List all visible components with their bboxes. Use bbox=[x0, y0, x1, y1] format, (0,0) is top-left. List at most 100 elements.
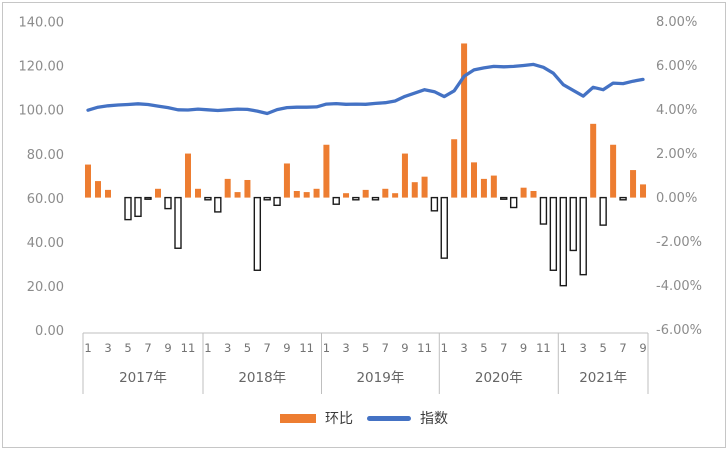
month-tick-label: 3 bbox=[342, 341, 349, 355]
bar-negative bbox=[332, 196, 340, 205]
left-axis-tick-label: 120.00 bbox=[19, 60, 65, 75]
bar-positive bbox=[293, 190, 300, 198]
bar-negative bbox=[539, 196, 548, 225]
right-axis-tick-label: 6.00% bbox=[656, 59, 697, 74]
legend-item-line: 指数 bbox=[367, 408, 448, 428]
legend-item-bar: 环比 bbox=[280, 408, 353, 428]
bar-negative bbox=[509, 196, 518, 209]
month-tick-label: 11 bbox=[181, 341, 196, 355]
bar-positive bbox=[95, 181, 101, 198]
bar-positive bbox=[244, 179, 251, 198]
bar-negative bbox=[164, 196, 172, 210]
bar-negative bbox=[174, 196, 182, 249]
bar-series-swatch bbox=[280, 413, 316, 423]
month-tick-label: 9 bbox=[401, 341, 408, 355]
bar-positive bbox=[234, 192, 241, 198]
right-axis-tick-label: -4.00% bbox=[656, 279, 702, 294]
year-label: 2021年 bbox=[579, 370, 627, 386]
bar-positive bbox=[630, 170, 637, 198]
bar-positive bbox=[530, 190, 537, 198]
month-tick-label: 9 bbox=[164, 341, 171, 355]
right-axis-tick-label: -6.00% bbox=[656, 323, 702, 338]
month-tick-label: 11 bbox=[417, 341, 432, 355]
bar-negative bbox=[371, 196, 380, 201]
bar-positive bbox=[392, 193, 399, 198]
year-label: 2017年 bbox=[119, 370, 167, 386]
month-tick-label: 11 bbox=[536, 341, 551, 355]
month-tick-label: 1 bbox=[323, 341, 330, 355]
month-tick-label: 3 bbox=[460, 341, 467, 355]
month-tick-label: 7 bbox=[144, 341, 151, 355]
bar-positive bbox=[343, 193, 350, 198]
month-tick-label: 5 bbox=[124, 341, 131, 355]
left-axis-tick-label: 20.00 bbox=[27, 280, 64, 295]
bar-negative bbox=[579, 196, 587, 276]
month-tick-label: 5 bbox=[480, 341, 487, 355]
bar-positive bbox=[85, 164, 91, 198]
month-tick-label: 1 bbox=[441, 341, 448, 355]
bar-positive bbox=[185, 153, 191, 198]
month-tick-label: 5 bbox=[362, 341, 369, 355]
bar-positive bbox=[520, 187, 527, 198]
left-axis-tick-label: 80.00 bbox=[27, 148, 64, 163]
bar-positive bbox=[590, 123, 597, 198]
bar-positive bbox=[313, 188, 320, 198]
month-tick-label: 3 bbox=[580, 341, 587, 355]
index-line bbox=[86, 62, 645, 116]
bar-negative bbox=[559, 196, 567, 287]
bar-positive bbox=[323, 144, 330, 198]
month-tick-label: 9 bbox=[520, 341, 527, 355]
bar-negative bbox=[204, 196, 212, 201]
bar-negative bbox=[134, 196, 142, 218]
month-tick-label: 9 bbox=[283, 341, 290, 355]
year-label: 2019年 bbox=[356, 370, 404, 386]
bar-negative bbox=[440, 196, 448, 259]
bar-negative bbox=[144, 196, 152, 200]
month-tick-label: 9 bbox=[639, 341, 646, 355]
bar-positive bbox=[480, 178, 487, 198]
bar-negative bbox=[619, 196, 627, 201]
right-axis-tick-label: 4.00% bbox=[656, 103, 697, 118]
month-tick-label: 5 bbox=[244, 341, 251, 355]
bar-positive bbox=[382, 188, 389, 198]
right-axis-tick-label: 0.00% bbox=[656, 191, 697, 206]
month-tick-label: 5 bbox=[599, 341, 606, 355]
right-axis-tick-label: -2.00% bbox=[656, 235, 702, 250]
left-axis-tick-label: 100.00 bbox=[19, 104, 65, 119]
bar-positive bbox=[421, 176, 428, 198]
chart-legend: 环比 指数 bbox=[0, 408, 728, 428]
month-tick-label: 3 bbox=[224, 341, 231, 355]
bar-negative bbox=[253, 196, 262, 271]
bar-negative bbox=[430, 196, 439, 212]
bar-positive bbox=[640, 184, 647, 198]
bar-positive bbox=[283, 163, 290, 198]
bar-positive bbox=[451, 139, 458, 198]
bar-positive bbox=[303, 192, 310, 198]
month-tick-label: 7 bbox=[382, 341, 389, 355]
month-tick-label: 1 bbox=[84, 341, 91, 355]
left-axis-tick-label: 60.00 bbox=[27, 192, 64, 207]
left-axis-tick-label: 140.00 bbox=[19, 16, 65, 31]
bar-positive bbox=[461, 43, 468, 198]
bar-positive bbox=[490, 175, 497, 198]
bar-negative bbox=[273, 196, 281, 207]
month-tick-label: 7 bbox=[264, 341, 271, 355]
legend-label-line: 指数 bbox=[420, 411, 448, 427]
month-tick-label: 7 bbox=[619, 341, 626, 355]
bar-negative bbox=[569, 196, 577, 252]
month-tick-label: 3 bbox=[104, 341, 111, 355]
bar-negative bbox=[500, 196, 508, 200]
bar-positive bbox=[155, 188, 161, 198]
month-tick-label: 7 bbox=[500, 341, 507, 355]
bar-positive bbox=[401, 153, 408, 198]
year-label: 2018年 bbox=[238, 370, 286, 386]
bar-negative bbox=[599, 196, 607, 226]
bar-positive bbox=[362, 189, 369, 198]
legend-label-bar: 环比 bbox=[325, 411, 353, 427]
line-series-swatch bbox=[367, 415, 411, 421]
month-tick-label: 11 bbox=[299, 341, 314, 355]
left-axis-tick-label: 40.00 bbox=[27, 236, 64, 251]
bar-negative bbox=[352, 196, 360, 201]
right-axis-tick-label: 8.00% bbox=[656, 15, 697, 30]
